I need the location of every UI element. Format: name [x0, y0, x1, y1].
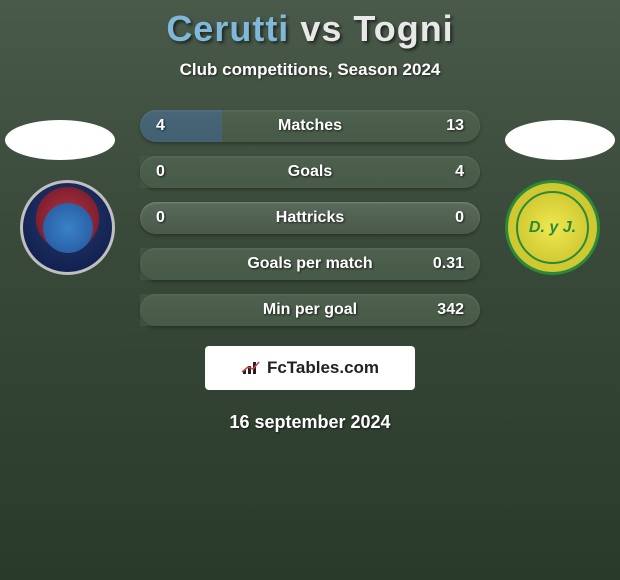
- vs-separator: vs: [300, 8, 342, 49]
- stat-value-left: 4: [156, 117, 165, 135]
- subtitle: Club competitions, Season 2024: [0, 60, 620, 80]
- stat-label: Goals: [288, 163, 332, 181]
- chart-icon: [241, 360, 261, 376]
- stat-label: Min per goal: [263, 301, 357, 319]
- stat-row: Min per goal 342: [140, 294, 480, 326]
- stat-value-right: 0: [455, 209, 464, 227]
- stat-value-right: 13: [446, 117, 464, 135]
- club-badge-right-text: D. y J.: [516, 191, 589, 264]
- club-badge-right: D. y J.: [505, 180, 600, 275]
- stat-label: Matches: [278, 117, 342, 135]
- stat-value-left: 0: [156, 163, 165, 181]
- stat-row: 0 Hattricks 0: [140, 202, 480, 234]
- player1-avatar: [5, 120, 115, 160]
- player2-name: Togni: [353, 8, 453, 49]
- stat-row: 4 Matches 13: [140, 110, 480, 142]
- stats-container: 4 Matches 13 0 Goals 4 0 Hattricks 0 Goals per ma…: [140, 110, 480, 326]
- stat-row: Goals per match 0.31: [140, 248, 480, 280]
- stat-value-left: 0: [156, 209, 165, 227]
- stat-fill-left: [140, 110, 222, 142]
- player1-name: Cerutti: [166, 8, 289, 49]
- club-badge-left: [20, 180, 115, 275]
- comparison-title: Cerutti vs Togni: [0, 8, 620, 50]
- stat-row: 0 Goals 4: [140, 156, 480, 188]
- stat-value-right: 0.31: [433, 255, 464, 273]
- stat-value-right: 342: [437, 301, 464, 319]
- branding-text: FcTables.com: [267, 358, 379, 378]
- stat-label: Hattricks: [276, 209, 344, 227]
- stat-fill-right: [222, 110, 480, 142]
- stat-value-right: 4: [455, 163, 464, 181]
- player2-avatar: [505, 120, 615, 160]
- branding-box: FcTables.com: [205, 346, 415, 390]
- snapshot-date: 16 september 2024: [0, 412, 620, 433]
- stat-label: Goals per match: [247, 255, 372, 273]
